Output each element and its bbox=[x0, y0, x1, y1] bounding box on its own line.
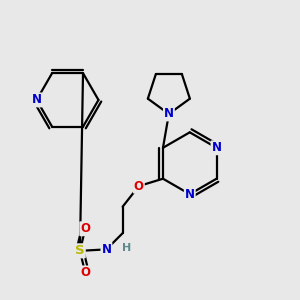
Text: S: S bbox=[75, 244, 85, 257]
Text: N: N bbox=[185, 188, 195, 201]
Text: N: N bbox=[101, 243, 111, 256]
Text: O: O bbox=[134, 180, 144, 193]
Text: N: N bbox=[164, 107, 174, 120]
Text: H: H bbox=[122, 243, 132, 253]
Text: N: N bbox=[212, 141, 221, 154]
Text: O: O bbox=[80, 222, 90, 235]
Text: N: N bbox=[32, 93, 42, 106]
Text: O: O bbox=[80, 266, 90, 279]
